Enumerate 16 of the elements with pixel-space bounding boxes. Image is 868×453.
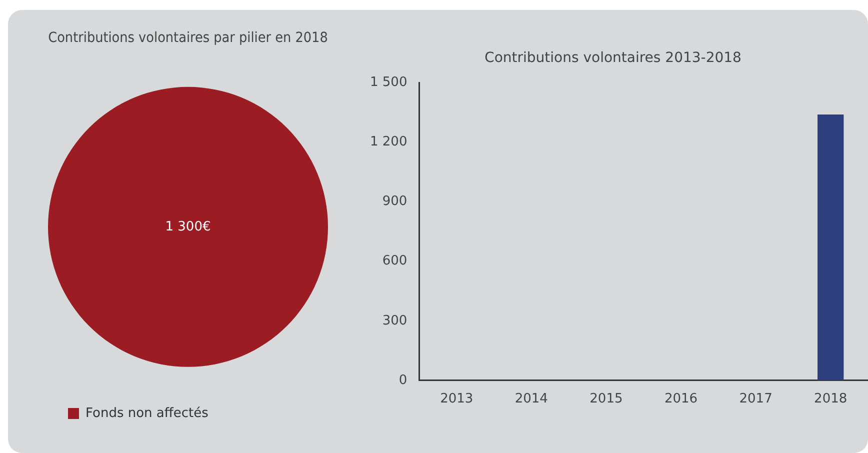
y-tick-label: 1 200 — [370, 134, 408, 150]
y-tick-label: 900 — [382, 194, 408, 210]
legend-label: Fonds non affectés — [86, 406, 209, 421]
x-tick-label: 2014 — [514, 392, 548, 407]
chart-title: Contributions volontaires par pilier en 2018 — [48, 30, 328, 46]
x-tick-label: 2013 — [440, 392, 474, 407]
data-label: 1 300€ — [165, 219, 211, 234]
y-tick-label: 0 — [398, 372, 408, 388]
y-tick-label: 600 — [382, 254, 408, 269]
x-tick-label: 2018 — [814, 392, 848, 407]
chart-title: Contributions volontaires 2013-2018 — [484, 50, 742, 66]
x-tick-label: 2016 — [664, 392, 698, 407]
x-tick-label: 2015 — [590, 392, 623, 407]
y-tick-label: 300 — [382, 313, 408, 328]
x-tick-label: 2017 — [739, 392, 772, 407]
y-tick-label: 1 500 — [370, 75, 408, 90]
